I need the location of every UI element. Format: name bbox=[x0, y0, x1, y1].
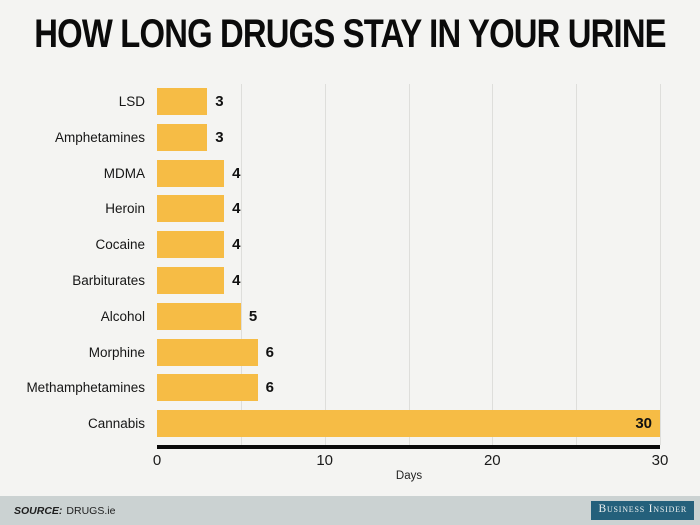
bar-value-label: 5 bbox=[248, 307, 258, 325]
bar-value-label: 3 bbox=[215, 128, 224, 146]
category-label: Barbiturates bbox=[72, 273, 145, 288]
bar-value-label: 6 bbox=[265, 343, 274, 361]
bar bbox=[157, 195, 225, 223]
bar bbox=[157, 123, 208, 151]
bar bbox=[157, 338, 258, 366]
category-label: Alcohol bbox=[100, 308, 145, 324]
x-axis-title: Days bbox=[395, 470, 423, 482]
bar bbox=[157, 374, 258, 402]
x-tick-label: 0 bbox=[152, 452, 162, 469]
bar bbox=[157, 267, 225, 294]
category-label: Methamphetamines bbox=[26, 380, 145, 396]
source-value: DRUGS.ie bbox=[66, 504, 116, 517]
source-credit: SOURCE: DRUGS.ie bbox=[14, 505, 115, 517]
x-tick-label: 20 bbox=[483, 452, 501, 469]
x-axis-line bbox=[157, 445, 660, 449]
bar-value-label: 4 bbox=[232, 236, 241, 254]
category-label: Cocaine bbox=[95, 237, 145, 253]
chart-title: HOW LONG DRUGS STAY IN YOUR URINE bbox=[34, 12, 666, 56]
gridline bbox=[492, 84, 494, 445]
x-tick-label: 10 bbox=[316, 452, 334, 469]
category-label: Cannabis bbox=[87, 416, 145, 432]
gridline bbox=[576, 84, 578, 445]
bar-chart: LSD 3 Amphetamines 3 MDMA 4 Heroin 4 Cocaine 4 Bar… bbox=[26, 84, 669, 482]
x-tick-label: 30 bbox=[651, 452, 669, 469]
gridline bbox=[660, 84, 661, 445]
business-insider-logo: Business Insider bbox=[591, 501, 694, 520]
category-label: Amphetamines bbox=[54, 129, 145, 145]
footer-bar: SOURCE: DRUGS.ie Business Insider bbox=[0, 496, 700, 525]
category-label: Heroin bbox=[105, 201, 145, 217]
bar-value-label: 30 bbox=[635, 415, 652, 433]
bar bbox=[157, 302, 241, 330]
bar-value-label: 4 bbox=[232, 272, 241, 289]
bar-value-label: 6 bbox=[265, 379, 274, 397]
category-label: Morphine bbox=[88, 344, 145, 360]
gridline bbox=[324, 84, 326, 445]
bar-value-label: 4 bbox=[232, 164, 241, 182]
gridline bbox=[240, 84, 242, 445]
title-bar: HOW LONG DRUGS STAY IN YOUR URINE bbox=[0, 12, 700, 56]
bar-value-label: 4 bbox=[232, 200, 241, 218]
bar bbox=[157, 231, 225, 259]
bar bbox=[157, 410, 660, 438]
bar-value-label: 3 bbox=[215, 93, 224, 110]
category-label: LSD bbox=[118, 94, 145, 109]
bar bbox=[157, 159, 225, 187]
gridline bbox=[408, 84, 410, 445]
source-label: SOURCE: bbox=[14, 504, 63, 517]
category-label: MDMA bbox=[103, 165, 145, 181]
bar bbox=[157, 88, 208, 115]
